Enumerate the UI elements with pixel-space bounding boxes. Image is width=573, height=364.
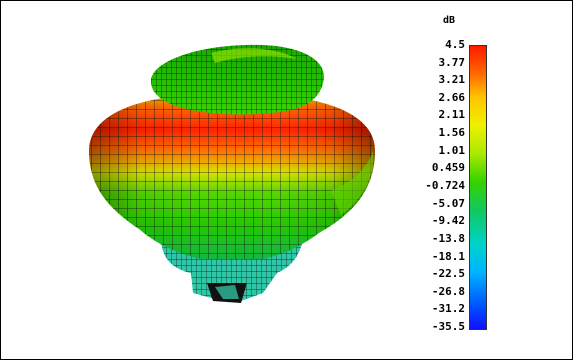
colorbar-unit: dB (443, 15, 456, 26)
top-lobe (151, 44, 324, 115)
colorbar-gradient (469, 45, 487, 330)
colorbar-tick: -22.5 (431, 267, 465, 280)
colorbar-tick: -35.5 (431, 320, 465, 333)
colorbar-tick: 3.21 (438, 73, 466, 86)
colorbar-tick: 0.459 (431, 161, 465, 174)
colorbar-legend: dB 4.5 3.77 3.21 2.66 2.11 1.56 1.01 0.4… (391, 15, 511, 335)
colorbar-tick: -26.8 (431, 285, 465, 298)
radiation-pattern-mesh (89, 44, 375, 303)
colorbar-tick: 4.5 (445, 38, 465, 51)
colorbar-tick: 2.11 (438, 108, 466, 121)
main-lobe (89, 93, 375, 259)
colorbar-tick: -5.07 (431, 197, 465, 210)
colorbar-tick: 2.66 (438, 91, 466, 104)
colorbar-tick: -31.2 (431, 302, 465, 315)
colorbar-tick: -0.724 (425, 179, 465, 192)
colorbar-tick: 1.56 (438, 126, 466, 139)
colorbar-ticks: 4.5 3.77 3.21 2.66 2.11 1.56 1.01 0.459 … (391, 39, 465, 339)
colorbar-tick: 3.77 (438, 56, 466, 69)
colorbar-tick: -13.8 (431, 232, 465, 245)
colorbar-tick: -18.1 (431, 250, 465, 263)
colorbar-tick: -9.42 (431, 214, 465, 227)
colorbar-tick: 1.01 (438, 144, 466, 157)
radiation-pattern-3d-plot[interactable] (1, 1, 421, 359)
